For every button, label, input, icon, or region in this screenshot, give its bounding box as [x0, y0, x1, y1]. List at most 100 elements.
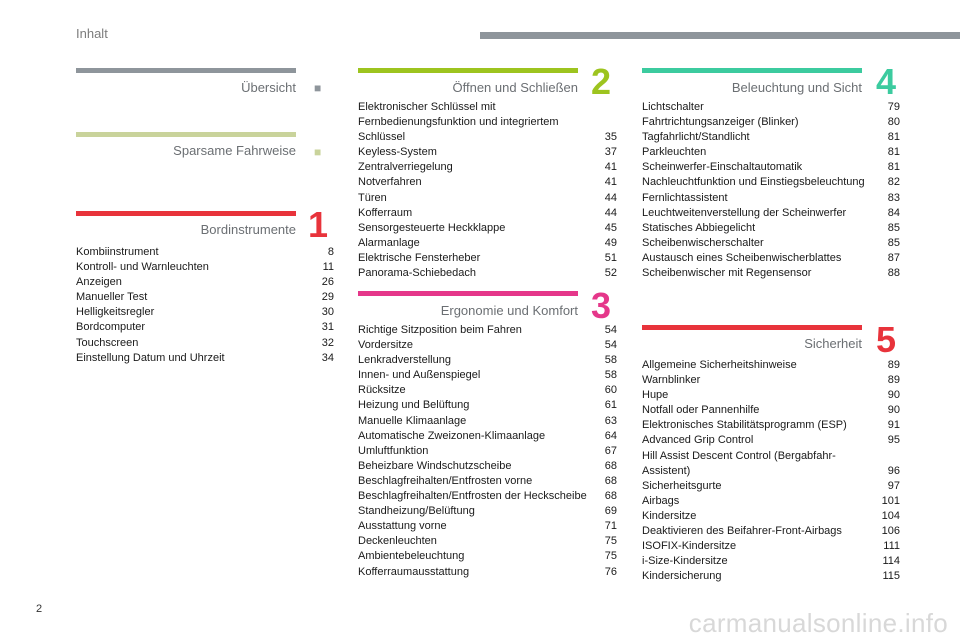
toc-list: Elektronischer Schlüssel mit Fernbedienu… — [358, 100, 617, 281]
toc-entry[interactable]: i-Size-Kindersitze 114 — [642, 554, 900, 569]
toc-entry-title: Richtige Sitzposition beim Fahren — [358, 324, 522, 336]
toc-entry[interactable]: Sicherheitsgurte 97 — [642, 479, 900, 494]
toc-entry[interactable]: Kombiinstrument 8 — [76, 245, 334, 260]
section-title[interactable]: Öffnen und Schließen — [452, 80, 578, 95]
toc-entry[interactable]: Airbags 101 — [642, 494, 900, 509]
toc-entry[interactable]: Kofferraumausstattung 76 — [358, 565, 617, 580]
toc-entry[interactable]: Scheibenwischerschalter 85 — [642, 236, 900, 251]
section-title[interactable]: Bordinstrumente — [200, 222, 296, 237]
section-title[interactable]: Beleuchtung und Sicht — [731, 80, 862, 95]
toc-entry[interactable]: Lichtschalter 79 — [642, 100, 900, 115]
toc-entry[interactable]: Hupe 90 — [642, 388, 900, 403]
toc-entry-title: Kofferraumausstattung — [358, 565, 470, 578]
toc-entry-page: 44 — [604, 191, 617, 204]
toc-entry-page: 81 — [887, 131, 900, 144]
toc-entry[interactable]: Heizung und Belüftung 61 — [358, 398, 617, 413]
toc-entry-title: Tagfahrlicht/Standlicht — [642, 131, 750, 144]
toc-entry[interactable]: Ambientebeleuchtung 75 — [358, 549, 617, 564]
toc-entry-page: 58 — [604, 354, 617, 367]
toc-entry[interactable]: Keyless-System 37 — [358, 145, 617, 160]
toc-entry[interactable]: Anzeigen 26 — [76, 275, 334, 290]
toc-entry[interactable]: Allgemeine Sicherheitshinweise 89 — [642, 358, 900, 373]
toc-entry[interactable]: Helligkeitsregler 30 — [76, 305, 334, 320]
toc-entry[interactable]: Innen- und Außenspiegel 58 — [358, 368, 617, 383]
toc-entry[interactable]: Elektronisches Stabilitätsprogramm (ESP)… — [642, 418, 900, 433]
toc-entry[interactable]: Panorama-Schiebedach 52 — [358, 266, 617, 281]
toc-entry[interactable]: Elektrische Fensterheber 51 — [358, 251, 617, 266]
toc-entry-title: Standheizung/Belüftung — [358, 505, 475, 518]
toc-entry[interactable]: Fahrtrichtungsanzeiger (Blinker) 80 — [642, 115, 900, 130]
section-title[interactable]: Sicherheit — [804, 336, 862, 351]
toc-entry[interactable]: Beschlagfreihalten/Entfrosten der Hecksc… — [358, 489, 617, 504]
toc-entry[interactable]: Tagfahrlicht/Standlicht 81 — [642, 130, 900, 145]
toc-entry[interactable]: Parkleuchten 81 — [642, 145, 900, 160]
toc-entry[interactable]: Deaktivieren des Beifahrer-Front-Airbags… — [642, 524, 900, 539]
toc-entry-page: 69 — [604, 505, 617, 518]
toc-entry[interactable]: Kofferraum 44 — [358, 206, 617, 221]
toc-entry-title: i-Size-Kindersitze — [642, 555, 728, 568]
toc-entry-page: 89 — [887, 374, 900, 387]
toc-entry[interactable]: Kindersicherung 115 — [642, 569, 900, 584]
toc-entry[interactable]: Leuchtweitenverstellung der Scheinwerfer… — [642, 206, 900, 221]
toc-entry[interactable]: Türen 44 — [358, 191, 617, 206]
toc-entry[interactable]: Zentralverriegelung 41 — [358, 160, 617, 175]
toc-entry[interactable]: Alarmanlage 49 — [358, 236, 617, 251]
toc-entry-page: 58 — [604, 369, 617, 382]
section-bar — [76, 68, 296, 73]
toc-entry-title: Notfall oder Pannenhilfe — [642, 404, 760, 417]
toc-entry[interactable]: Manuelle Klimaanlage 63 — [358, 414, 617, 429]
toc-entry[interactable]: Hill Assist Descent Control (Bergabfahr-… — [642, 449, 900, 479]
toc-entry-title: Innen- und Außenspiegel — [358, 369, 481, 382]
toc-entry[interactable]: Richtige Sitzposition beim Fahren 54 — [358, 323, 617, 338]
toc-entry-title: Einstellung Datum und Uhrzeit — [76, 351, 225, 364]
toc-entry[interactable]: Austausch eines Scheibenwischerblattes 87 — [642, 251, 900, 266]
toc-entry-page: 90 — [887, 404, 900, 417]
toc-entry-page: 32 — [321, 336, 334, 349]
toc-entry-page: 79 — [887, 101, 900, 113]
toc-entry-title: Elektrische Fensterheber — [358, 251, 481, 264]
section-title[interactable]: Ergonomie und Komfort — [440, 303, 578, 318]
toc-entry-page: 60 — [604, 384, 617, 397]
toc-entry[interactable]: Touchscreen 32 — [76, 336, 334, 351]
toc-entry[interactable]: Scheibenwischer mit Regensensor 88 — [642, 266, 900, 281]
toc-entry[interactable]: Sensorgesteuerte Heckklappe 45 — [358, 221, 617, 236]
toc-entry[interactable]: Umluftfunktion 67 — [358, 444, 617, 459]
toc-entry[interactable]: Rücksitze 60 — [358, 383, 617, 398]
toc-entry-title: Warnblinker — [642, 374, 701, 387]
toc-entry-title: Rücksitze — [358, 384, 406, 397]
toc-entry[interactable]: Einstellung Datum und Uhrzeit 34 — [76, 351, 334, 366]
toc-entry[interactable]: Bordcomputer 31 — [76, 320, 334, 335]
toc-entry[interactable]: Automatische Zweizonen-Klimaanlage 64 — [358, 429, 617, 444]
toc-entry[interactable]: Lenkradverstellung 58 — [358, 353, 617, 368]
toc-entry-title: Lenkradverstellung — [358, 354, 451, 367]
toc-entry-page: 54 — [604, 339, 617, 352]
toc-entry[interactable]: Vordersitze 54 — [358, 338, 617, 353]
section-dot: ■ — [314, 81, 322, 95]
toc-entry[interactable]: Statisches Abbiegelicht 85 — [642, 221, 900, 236]
toc-entry[interactable]: Manueller Test 29 — [76, 290, 334, 305]
toc-entry[interactable]: Kontroll- und Warnleuchten 11 — [76, 260, 334, 275]
toc-entry[interactable]: Ausstattung vorne 71 — [358, 519, 617, 534]
toc-entry[interactable]: Deckenleuchten 75 — [358, 534, 617, 549]
toc-entry-title: Vordersitze — [358, 339, 414, 352]
toc-entry[interactable]: Elektronischer Schlüssel mit Fernbedienu… — [358, 100, 617, 145]
section-title[interactable]: Sparsame Fahrweise — [173, 143, 296, 158]
toc-entry[interactable]: Advanced Grip Control 95 — [642, 433, 900, 448]
toc-entry[interactable]: ISOFIX-Kindersitze 111 — [642, 539, 900, 554]
toc-entry[interactable]: Kindersitze 104 — [642, 509, 900, 524]
toc-entry-page: 41 — [604, 176, 617, 189]
header-bar — [480, 32, 960, 39]
toc-entry[interactable]: Beschlagfreihalten/Entfrosten vorne 68 — [358, 474, 617, 489]
toc-entry[interactable]: Scheinwerfer-Einschaltautomatik 81 — [642, 160, 900, 175]
toc-entry[interactable]: Warnblinker 89 — [642, 373, 900, 388]
toc-entry[interactable]: Beheizbare Windschutzscheibe 68 — [358, 459, 617, 474]
toc-entry-title: Keyless-System — [358, 146, 437, 159]
section-title[interactable]: Übersicht — [241, 80, 296, 95]
toc-entry-page: 67 — [604, 444, 617, 457]
toc-entry[interactable]: Notverfahren 41 — [358, 175, 617, 190]
toc-entry[interactable]: Notfall oder Pannenhilfe 90 — [642, 403, 900, 418]
toc-entry[interactable]: Nachleuchtfunktion und Einstiegsbeleucht… — [642, 175, 900, 190]
toc-entry-page: 64 — [604, 429, 617, 442]
toc-entry[interactable]: Standheizung/Belüftung 69 — [358, 504, 617, 519]
toc-entry[interactable]: Fernlichtassistent 83 — [642, 191, 900, 206]
